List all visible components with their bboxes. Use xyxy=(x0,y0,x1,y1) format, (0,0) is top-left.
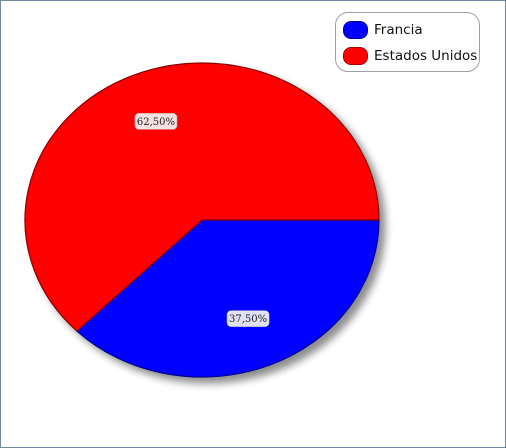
legend-item-estados-unidos: Estados Unidos xyxy=(343,46,477,66)
data-label-francia: 37,50% xyxy=(226,310,270,327)
svg-text:37,50%: 37,50% xyxy=(229,314,267,325)
legend-swatch-francia xyxy=(343,21,368,39)
data-label-estados-unidos: 62,50% xyxy=(134,113,178,130)
chart-legend: Francia Estados Unidos xyxy=(335,12,480,72)
legend-swatch-estados-unidos xyxy=(343,47,368,65)
svg-text:62,50%: 62,50% xyxy=(137,117,175,128)
pie-slice-estados-unidos xyxy=(24,62,380,332)
legend-item-francia: Francia xyxy=(343,20,423,40)
legend-label-estados-unidos: Estados Unidos xyxy=(374,48,478,64)
pie-slice-francia xyxy=(75,219,380,378)
legend-label-francia: Francia xyxy=(374,22,423,38)
